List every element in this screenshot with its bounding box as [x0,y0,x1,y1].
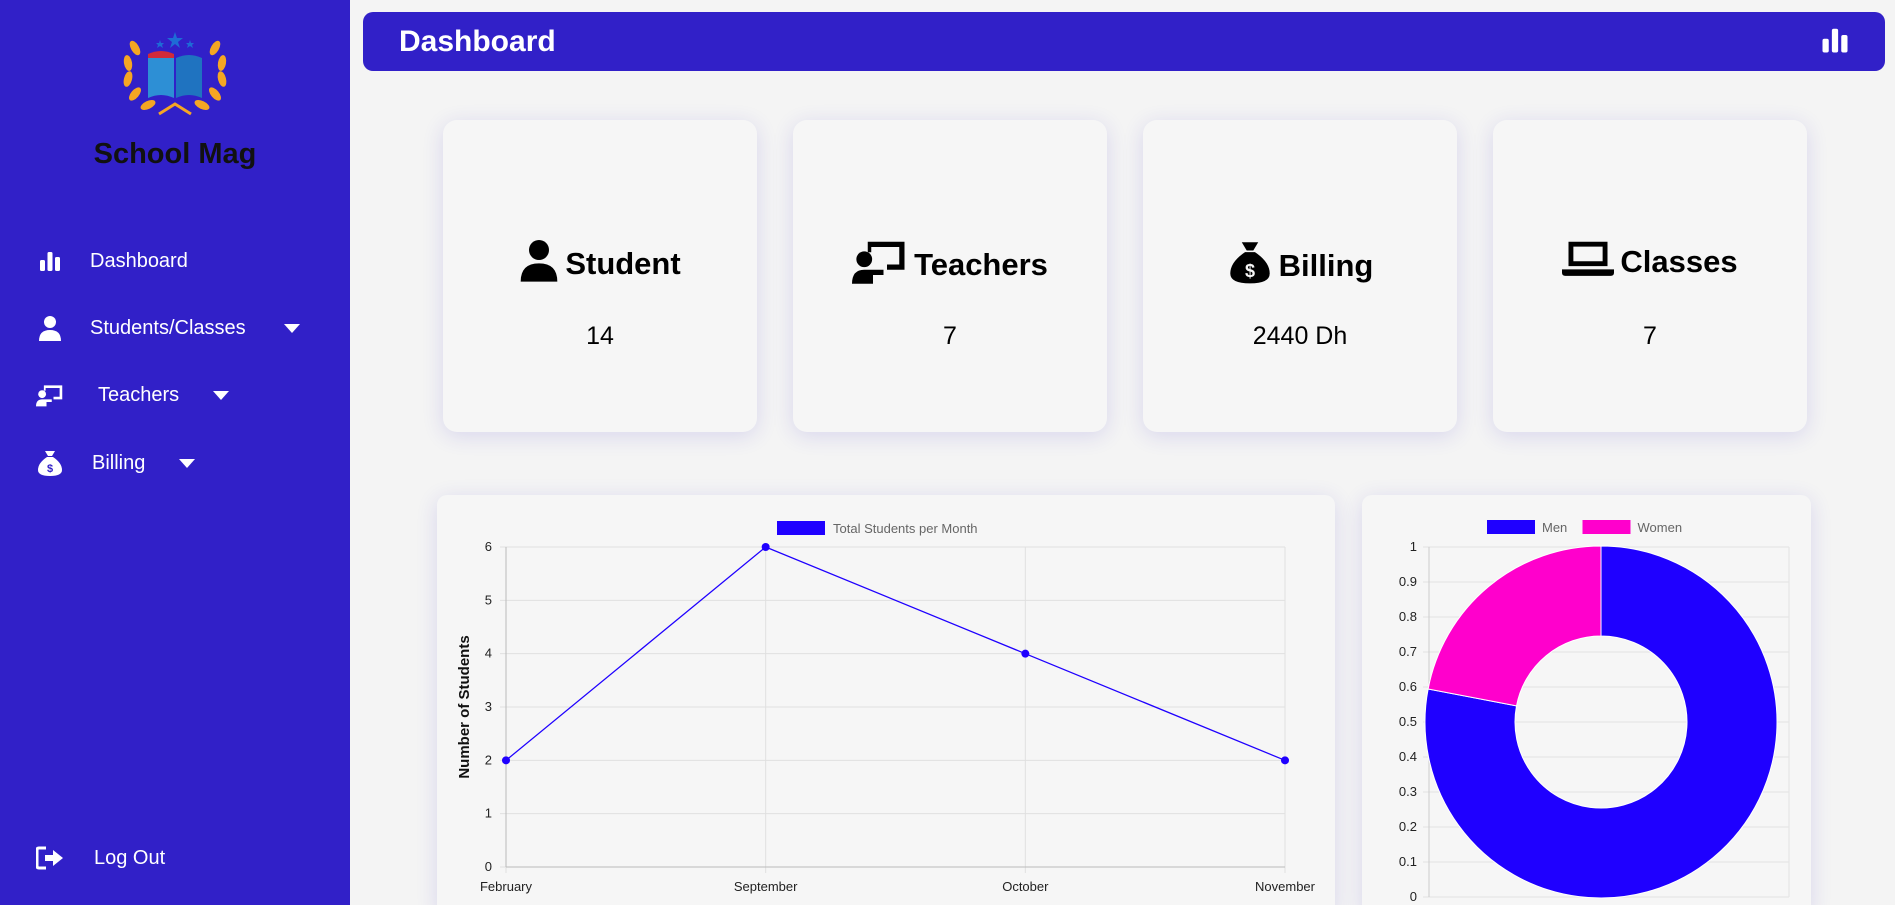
y-tick-label: 0.4 [1399,749,1417,764]
y-tick-label: 6 [485,539,492,554]
stat-label: Classes [1620,244,1738,279]
school-logo [123,32,227,116]
stat-label: Billing [1278,248,1374,283]
data-point [502,756,510,765]
series-line [505,546,1286,761]
y-tick-label: 0.1 [1399,854,1417,869]
y-axis-label: Number of Students [456,635,473,778]
chalkboard-teacher-icon [36,381,64,409]
sidebar: School Mag Dashboard Students/Classes Te… [0,0,350,905]
doughnut-slice-women [1427,545,1602,707]
legend-label: Men [1542,520,1567,535]
stat-value: 7 [943,322,957,350]
x-tick-label: February [480,879,533,894]
y-tick-label: 5 [485,592,492,607]
stat-value: 2440 Dh [1252,322,1348,350]
legend-label: Total Students per Month [833,521,978,536]
data-point [761,543,770,551]
stat-card-billing: $ Billing 2440 Dh [1143,120,1457,432]
legend-swatch [777,521,825,535]
chevron-down-icon[interactable] [283,323,300,333]
stat-value: 7 [1643,322,1657,350]
money-bag-icon: $ [36,449,64,477]
y-tick-label: 0.2 [1399,819,1417,834]
page-title: Dashboard [399,25,556,58]
stat-card-student: Student 14 [443,120,757,432]
doughnut-slice-men [1424,545,1778,899]
y-tick-label: 1 [485,806,492,821]
line-chart: 0 1 2 3 4 5 6 February September October November N… [456,521,1316,894]
legend-label: Women [1638,520,1683,535]
svg-text:$: $ [47,463,53,475]
data-point [1281,756,1289,765]
chevron-down-icon[interactable] [213,390,230,400]
x-tick-label: November [1255,879,1316,894]
logout-button[interactable]: Log Out [36,838,165,878]
y-tick-label: 3 [485,699,492,714]
doughnut-chart: 0 0.1 0.2 0.3 0.4 0.5 0.6 0.7 0.8 0.9 1 Men Women [1399,520,1790,904]
legend-swatch [1487,520,1535,534]
sidebar-item-teachers[interactable]: Teachers [36,375,230,415]
sidebar-item-label: Dashboard [90,249,188,272]
money-bag-icon: $ [1227,238,1273,294]
y-tick-label: 0.5 [1399,714,1417,729]
bar-chart-icon[interactable] [1820,25,1850,60]
y-tick-label: 0.8 [1399,609,1417,624]
sidebar-item-label: Billing [92,451,146,474]
y-tick-label: 0.9 [1399,574,1417,589]
chalkboard-teacher-icon [852,238,908,292]
stat-label: Student [565,246,681,281]
bar-chart-icon [36,247,64,275]
sidebar-item-label: Teachers [98,383,180,406]
user-icon [519,238,559,290]
x-tick-label: September [734,879,798,894]
y-tick-label: 0.6 [1399,679,1417,694]
gender-chart: 0 0.1 0.2 0.3 0.4 0.5 0.6 0.7 0.8 0.9 1 Men Women [1362,495,1811,905]
sidebar-item-dashboard[interactable]: Dashboard [36,241,188,281]
top-bar: Dashboard [363,12,1885,71]
laptop-icon [1562,238,1615,286]
y-tick-label: 0 [485,859,492,874]
stat-card-classes: Classes 7 [1493,120,1807,432]
data-point [1021,649,1030,658]
y-tick-label: 0.7 [1399,644,1417,659]
logout-label: Log Out [94,846,166,869]
stat-label: Teachers [914,247,1048,282]
y-tick-label: 0.3 [1399,784,1417,799]
students-per-month-chart: 0 1 2 3 4 5 6 February September October November N… [437,495,1335,905]
sidebar-item-students-classes[interactable]: Students/Classes [36,308,300,348]
sidebar-item-billing[interactable]: $ Billing [36,443,196,483]
sidebar-item-label: Students/Classes [90,316,246,339]
y-tick-label: 1 [1410,539,1417,554]
y-tick-label: 4 [485,646,492,661]
app-name: School Mag [93,138,257,170]
stat-value: 14 [586,322,614,350]
chevron-down-icon[interactable] [179,458,196,468]
svg-text:$: $ [1245,261,1255,281]
user-icon [36,314,64,342]
x-tick-label: October [1002,879,1049,894]
sign-out-icon [36,844,64,872]
y-tick-label: 2 [485,752,492,767]
stat-card-teachers: Teachers 7 [793,120,1107,432]
y-tick-label: 0 [1410,889,1417,904]
legend-swatch [1582,520,1631,534]
